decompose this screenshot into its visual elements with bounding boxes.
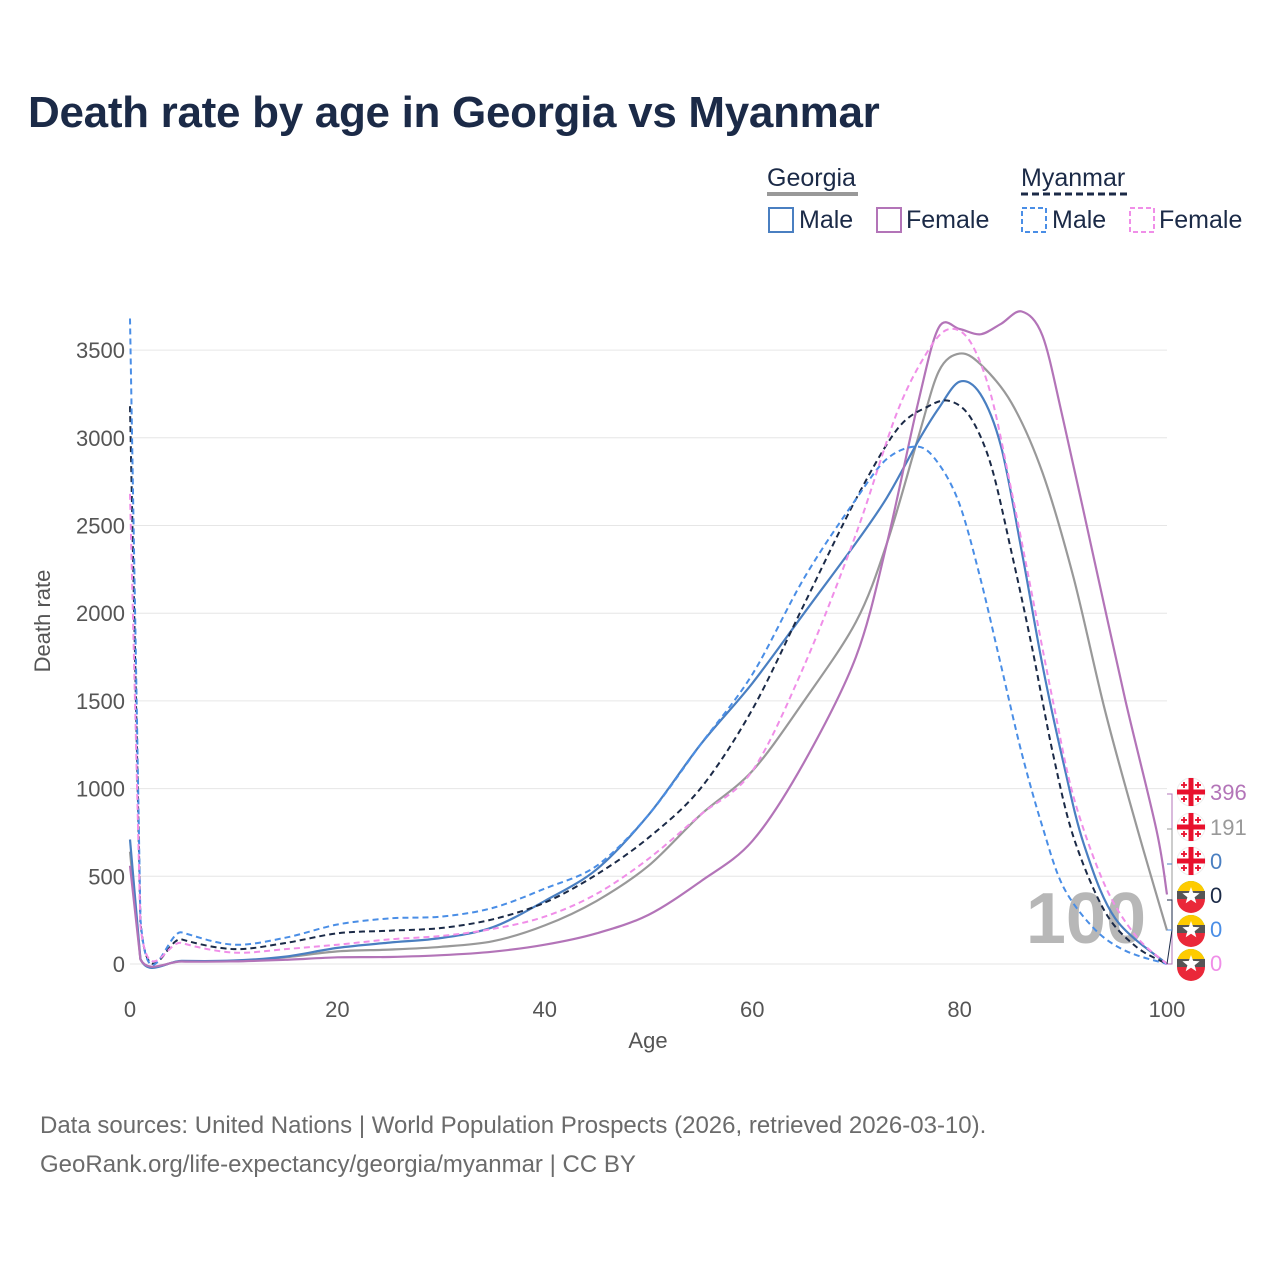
end-label-3: 0 xyxy=(1177,881,1222,913)
x-tick-label-100: 100 xyxy=(1149,997,1186,1022)
x-tick-label-60: 60 xyxy=(740,997,764,1022)
legend-georgia-female-swatch xyxy=(876,207,902,233)
y-tick-label-500: 500 xyxy=(88,864,125,889)
x-tick-label-0: 0 xyxy=(124,997,136,1022)
legend-georgia-male-label: Male xyxy=(799,206,853,234)
end-labels: 396 191 0 0 0 0 xyxy=(1166,777,1247,981)
y-tick-label-3500: 3500 xyxy=(76,338,125,363)
x-axis-ticks: 0 20 40 60 80 100 xyxy=(124,997,1185,1022)
footer-sources: Data sources: United Nations | World Pop… xyxy=(40,1112,987,1139)
series-lines xyxy=(128,310,1169,969)
end-label-1: 191 xyxy=(1176,812,1247,842)
end-label-value-5: 0 xyxy=(1210,951,1222,976)
legend-myanmar-female-swatch xyxy=(1129,207,1155,233)
y-axis-label: Death rate xyxy=(30,570,55,673)
legend-myanmar-male-swatch xyxy=(1021,207,1047,233)
legend-myanmar-title: Myanmar xyxy=(1021,164,1125,192)
legend-georgia-title: Georgia xyxy=(767,164,856,192)
end-label-value-3: 0 xyxy=(1210,883,1222,908)
y-tick-label-0: 0 xyxy=(113,952,125,977)
gridlines xyxy=(130,349,1167,965)
georgia-flag-icon xyxy=(1176,777,1206,807)
end-label-bracket-total xyxy=(1167,828,1173,934)
series-line-georgia-female xyxy=(128,310,1169,968)
current-age-watermark: 100 xyxy=(1026,879,1146,959)
end-label-4: 0 xyxy=(1177,915,1222,947)
georgia-flag-icon xyxy=(1176,846,1206,876)
y-tick-label-3000: 3000 xyxy=(76,426,125,451)
chart: Georgia Myanmar Male Female Male Female … xyxy=(30,164,1247,1053)
series-line-georgia-total xyxy=(128,352,1169,969)
y-tick-label-1000: 1000 xyxy=(76,777,125,802)
legend: Georgia Myanmar Male Female Male Female xyxy=(767,164,1242,234)
legend-georgia-male-swatch xyxy=(768,207,794,233)
myanmar-flag-icon xyxy=(1177,881,1205,913)
series-line-georgia-male xyxy=(128,380,1168,969)
x-tick-label-20: 20 xyxy=(325,997,349,1022)
end-label-0: 396 xyxy=(1176,777,1247,807)
end-label-value-0: 396 xyxy=(1210,780,1247,805)
y-tick-label-1500: 1500 xyxy=(76,689,125,714)
myanmar-flag-icon xyxy=(1177,949,1205,981)
chart-title: Death rate by age in Georgia vs Myanmar xyxy=(28,88,880,137)
end-label-2: 0 xyxy=(1176,846,1222,876)
end-label-bracket-myanmar xyxy=(1166,899,1173,965)
y-tick-label-2500: 2500 xyxy=(76,513,125,538)
legend-myanmar-male-label: Male xyxy=(1052,206,1106,234)
footer: Data sources: United Nations | World Pop… xyxy=(40,1106,986,1184)
georgia-flag-icon xyxy=(1176,812,1206,842)
legend-georgia-female-label: Female xyxy=(906,206,989,234)
series-line-myanmar-total xyxy=(129,399,1168,965)
myanmar-flag-icon xyxy=(1177,915,1205,947)
end-label-value-1: 191 xyxy=(1210,815,1247,840)
series-line-myanmar-male xyxy=(129,318,1168,966)
end-label-value-2: 0 xyxy=(1210,849,1222,874)
footer-link: GeoRank.org/life-expectancy/georgia/myan… xyxy=(40,1151,636,1178)
legend-myanmar-female-label: Female xyxy=(1159,206,1242,234)
end-label-value-4: 0 xyxy=(1210,917,1222,942)
y-tick-label-2000: 2000 xyxy=(76,601,125,626)
y-axis-ticks: 0 500 1000 1500 2000 2500 3000 3500 xyxy=(76,338,125,977)
x-tick-label-80: 80 xyxy=(947,997,971,1022)
x-tick-label-40: 40 xyxy=(533,997,557,1022)
x-axis-label: Age xyxy=(628,1028,667,1053)
series-line-myanmar-female xyxy=(129,327,1168,965)
end-label-5: 0 xyxy=(1177,949,1222,981)
